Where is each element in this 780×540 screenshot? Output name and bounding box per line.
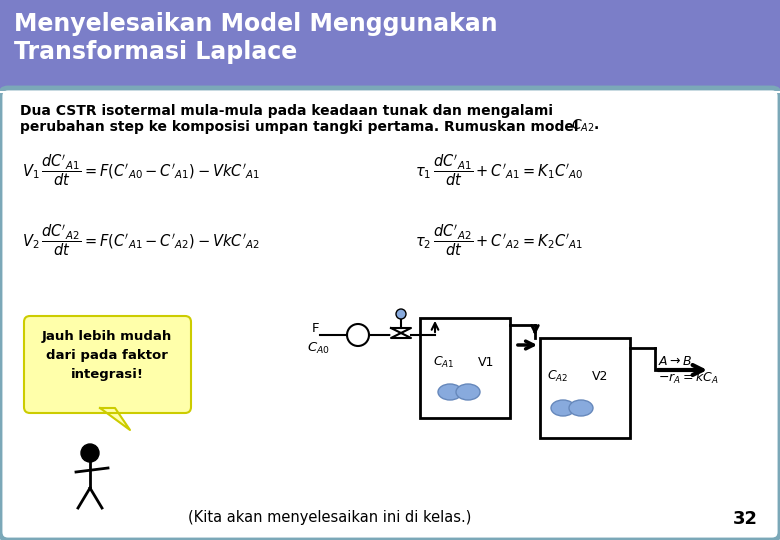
Text: $C_{A2}$: $C_{A2}$ xyxy=(548,368,569,383)
Text: .: . xyxy=(594,118,599,132)
FancyBboxPatch shape xyxy=(24,316,191,413)
FancyBboxPatch shape xyxy=(0,88,780,540)
Bar xyxy=(540,338,630,438)
Polygon shape xyxy=(391,328,411,338)
Text: Dua CSTR isotermal mula-mula pada keadaan tunak dan mengalami
perubahan step ke : Dua CSTR isotermal mula-mula pada keadaa… xyxy=(20,104,583,134)
Ellipse shape xyxy=(456,384,480,400)
Text: $V_2\,\dfrac{dC'_{A2}}{dt} = F(C'_{A1} - C'_{A2}) - VkC'_{A2}$: $V_2\,\dfrac{dC'_{A2}}{dt} = F(C'_{A1} -… xyxy=(22,222,260,258)
Ellipse shape xyxy=(551,400,575,416)
Text: $\tau_1\,\dfrac{dC'_{A1}}{dt} + C'_{A1} = K_1 C'_{A0}$: $\tau_1\,\dfrac{dC'_{A1}}{dt} + C'_{A1} … xyxy=(415,152,583,188)
Ellipse shape xyxy=(438,384,462,400)
Text: $C_{A2}$: $C_{A2}$ xyxy=(571,118,594,134)
Text: V1: V1 xyxy=(478,355,495,368)
Text: $C_{A1}$: $C_{A1}$ xyxy=(433,354,455,369)
Text: $\tau_2\,\dfrac{dC'_{A2}}{dt} + C'_{A2} = K_2 C'_{A1}$: $\tau_2\,\dfrac{dC'_{A2}}{dt} + C'_{A2} … xyxy=(415,222,583,258)
Polygon shape xyxy=(391,328,411,338)
Circle shape xyxy=(396,309,406,319)
Text: 32: 32 xyxy=(733,510,758,528)
Text: V2: V2 xyxy=(592,369,608,382)
Text: Jauh lebih mudah
dari pada faktor
integrasi!: Jauh lebih mudah dari pada faktor integr… xyxy=(42,330,172,381)
Text: $V_1\,\dfrac{dC'_{A1}}{dt} = F(C'_{A0} - C'_{A1}) - VkC'_{A1}$: $V_1\,\dfrac{dC'_{A1}}{dt} = F(C'_{A0} -… xyxy=(22,152,261,188)
Ellipse shape xyxy=(569,400,593,416)
Text: $A \rightarrow B$: $A \rightarrow B$ xyxy=(658,355,693,368)
Bar xyxy=(420,318,510,418)
Text: $C_{A0}$: $C_{A0}$ xyxy=(307,340,330,355)
Circle shape xyxy=(81,444,99,462)
Polygon shape xyxy=(100,408,130,430)
Text: Menyelesaikan Model Menggunakan
Transformasi Laplace: Menyelesaikan Model Menggunakan Transfor… xyxy=(14,12,498,64)
Text: $-r_A = kC_A$: $-r_A = kC_A$ xyxy=(658,370,718,386)
Text: (Kita akan menyelesaikan ini di kelas.): (Kita akan menyelesaikan ini di kelas.) xyxy=(188,510,472,525)
Text: F: F xyxy=(312,321,320,334)
FancyBboxPatch shape xyxy=(0,0,780,92)
